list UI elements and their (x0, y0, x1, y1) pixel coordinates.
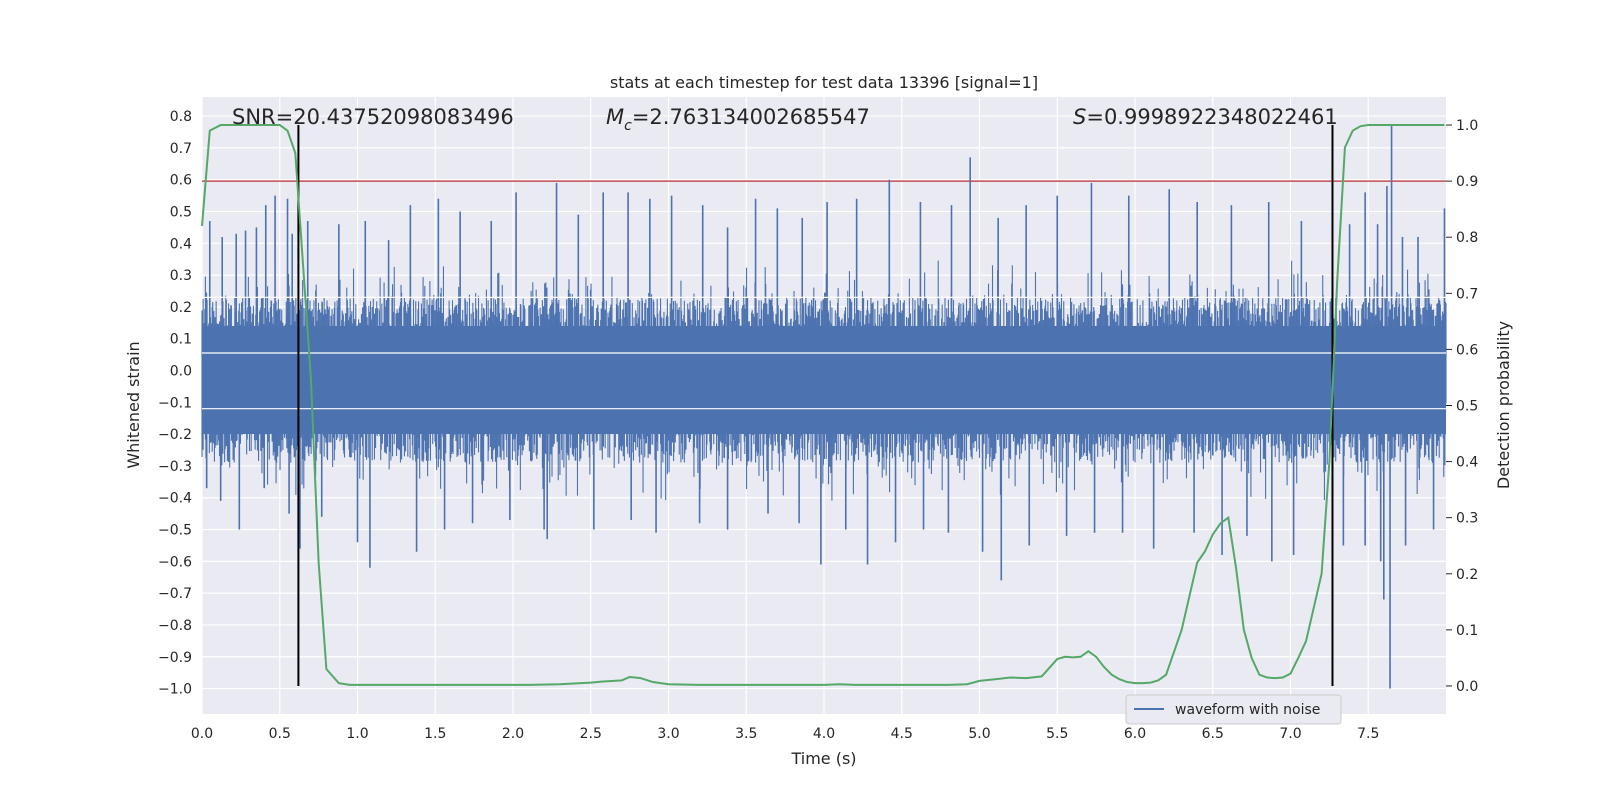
x-tick-label: 1.5 (424, 726, 446, 742)
y-right-tick-label: 0.3 (1456, 511, 1478, 527)
y-left-axis-ticks: 0.8 0.7 0.6 0.5 0.4 0.3 0.2 0.1 0.0 −0.1 −0.2 −0.3 −… (158, 109, 192, 697)
x-tick-label: 2.5 (580, 726, 602, 742)
x-tick-label: 7.0 (1279, 726, 1301, 742)
y-right-tick-label: 0.6 (1456, 342, 1478, 358)
x-tick-label: 7.5 (1357, 726, 1379, 742)
y-left-tick-label: −0.3 (158, 459, 192, 475)
y-right-tick-label: 0.4 (1456, 455, 1478, 471)
y-left-tick-label: −0.4 (158, 491, 192, 507)
x-tick-label: 4.0 (813, 726, 835, 742)
x-tick-label: 3.5 (735, 726, 757, 742)
chart-title: stats at each timestep for test data 133… (610, 73, 1038, 92)
x-tick-label: 1.0 (346, 726, 368, 742)
x-tick-label: 0.0 (191, 726, 213, 742)
x-axis-label: Time (s) (790, 749, 856, 768)
y-right-tick-label: 1.0 (1456, 118, 1478, 134)
probability-series (201, 124, 1445, 686)
probability-line (201, 124, 1445, 686)
x-tick-label: 2.0 (502, 726, 524, 742)
chirp-mass-value: =2.763134002685547 (632, 105, 870, 129)
y-right-tick-label: 0.2 (1456, 567, 1478, 583)
x-tick-label: 0.5 (269, 726, 291, 742)
x-tick-label: 3.0 (657, 726, 679, 742)
y-left-tick-label: 0.2 (170, 300, 192, 316)
y-right-tick-label: 0.9 (1456, 174, 1478, 190)
y-left-axis-label: Whitened strain (124, 341, 143, 468)
y-left-tick-label: 0.7 (170, 141, 192, 157)
waveform-series (201, 125, 1447, 689)
x-tick-label: 6.5 (1202, 726, 1224, 742)
waveform-noise-trace (201, 260, 1447, 501)
y-left-tick-label: 0.3 (170, 268, 192, 284)
chirp-mass-annotation: Mc=2.763134002685547 (606, 105, 870, 134)
y-left-tick-label: −0.6 (158, 554, 192, 570)
y-left-tick-label: −1.0 (158, 682, 192, 698)
legend-entry: waveform with noise (1175, 702, 1320, 718)
y-left-tick-label: −0.5 (158, 523, 192, 539)
x-tick-label: 5.0 (968, 726, 990, 742)
y-left-tick-label: 0.6 (170, 173, 192, 189)
snr-annotation: SNR=20.43752098083496 (232, 105, 514, 129)
score-annotation: S=0.9998922348022461 (1073, 105, 1338, 129)
y-right-axis-label: Detection probability (1494, 321, 1513, 489)
legend-box (1125, 694, 1342, 725)
y-right-axis-ticks: 1.0 0.9 0.8 0.7 0.6 0.5 0.4 0.3 0.2 0.1 0.0 (1446, 118, 1478, 695)
score-value: =0.9998922348022461 (1086, 105, 1337, 129)
x-tick-label: 6.0 (1124, 726, 1146, 742)
x-tick-label: 4.5 (891, 726, 913, 742)
y-left-tick-label: 0.5 (170, 204, 192, 220)
y-right-tick-label: 0.8 (1456, 230, 1478, 246)
y-left-tick-label: 0.8 (170, 109, 192, 125)
y-right-tick-label: 0.7 (1456, 286, 1478, 302)
x-axis-ticks: 0.0 0.5 1.0 1.5 2.0 2.5 3.0 3.5 4.0 4.5 5.0 5.5 6.0 6… (191, 726, 1380, 742)
y-left-tick-label: 0.0 (170, 364, 192, 380)
y-left-tick-label: −0.9 (158, 650, 192, 666)
y-right-tick-label: 0.5 (1456, 399, 1478, 415)
chirp-mass-symbol: M (606, 105, 624, 129)
y-left-tick-label: −0.7 (158, 586, 192, 602)
x-tick-label: 5.5 (1046, 726, 1068, 742)
y-left-tick-label: 0.1 (170, 332, 192, 348)
y-right-tick-label: 0.0 (1456, 679, 1478, 695)
y-left-tick-label: −0.1 (158, 395, 192, 411)
legend: waveform with noise (1125, 694, 1342, 725)
chirp-mass-subscript: c (624, 118, 632, 134)
y-left-tick-label: 0.4 (170, 236, 192, 252)
score-symbol: S (1073, 105, 1086, 129)
y-left-tick-label: −0.2 (158, 427, 192, 443)
y-left-tick-label: −0.8 (158, 618, 192, 634)
y-right-tick-label: 0.1 (1456, 623, 1478, 639)
